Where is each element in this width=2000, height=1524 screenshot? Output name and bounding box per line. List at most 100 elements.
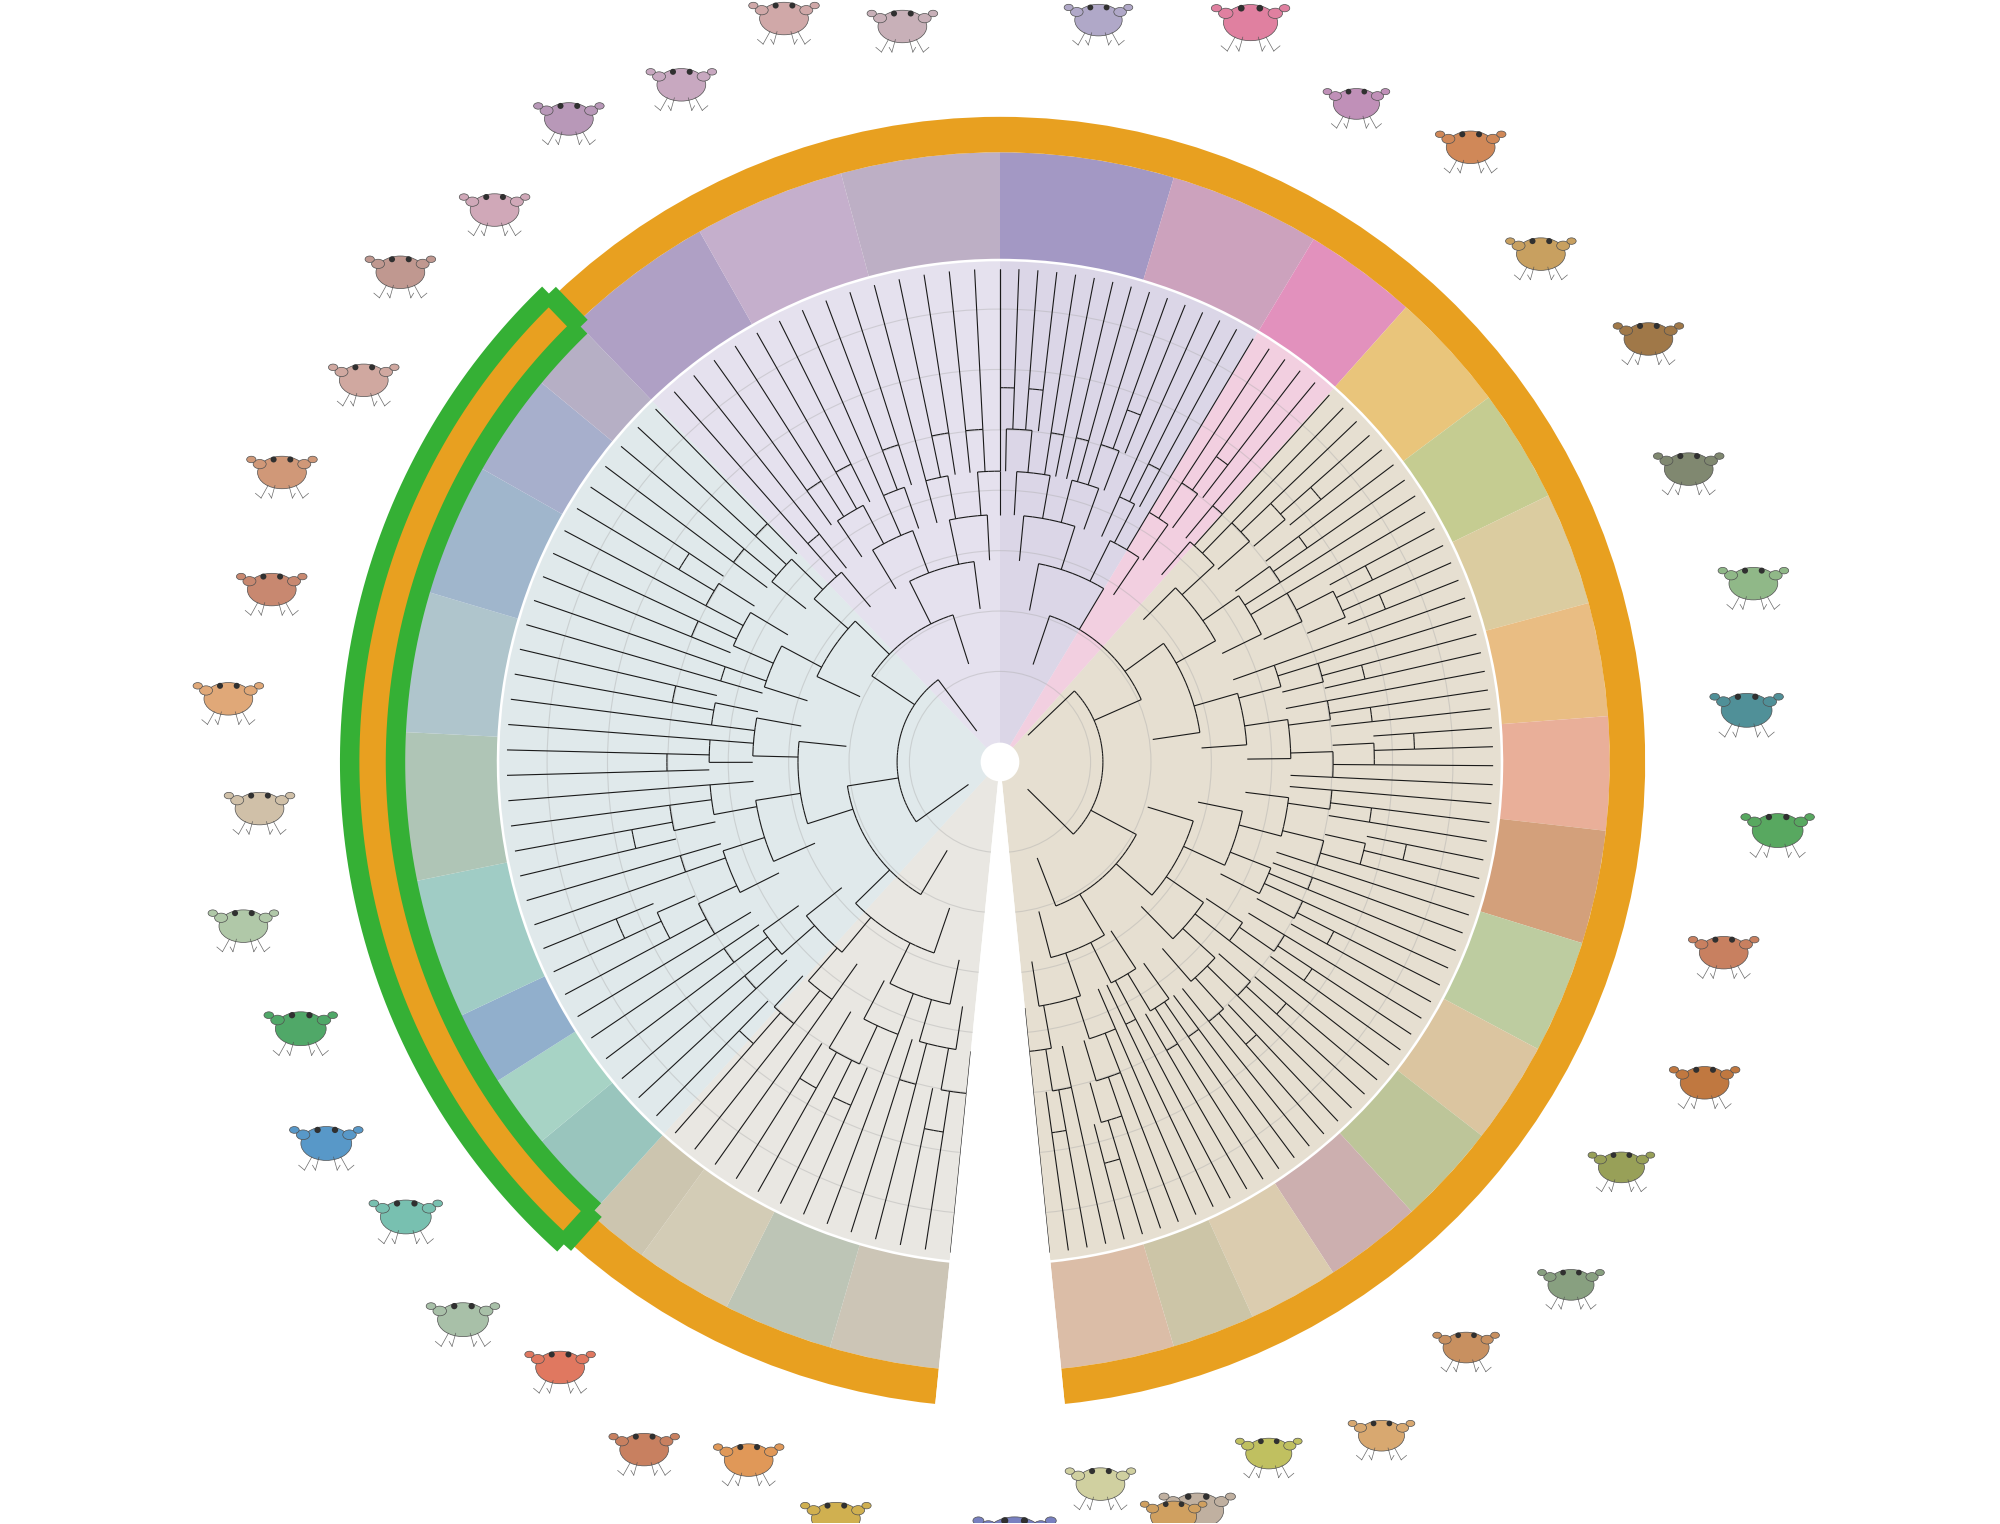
Ellipse shape xyxy=(1334,88,1380,119)
Ellipse shape xyxy=(720,1448,732,1457)
Ellipse shape xyxy=(254,459,266,469)
Circle shape xyxy=(548,1352,554,1358)
Ellipse shape xyxy=(540,107,554,116)
Ellipse shape xyxy=(1490,1332,1500,1338)
Wedge shape xyxy=(830,1245,950,1369)
Ellipse shape xyxy=(1660,456,1672,465)
Ellipse shape xyxy=(300,1126,352,1160)
Circle shape xyxy=(1560,1269,1566,1276)
Circle shape xyxy=(1712,937,1718,943)
Wedge shape xyxy=(416,462,562,619)
Ellipse shape xyxy=(1694,940,1708,949)
Ellipse shape xyxy=(670,1434,680,1440)
Ellipse shape xyxy=(354,1126,364,1134)
Ellipse shape xyxy=(1586,1273,1598,1282)
Wedge shape xyxy=(664,776,998,1260)
Ellipse shape xyxy=(1218,8,1232,18)
Ellipse shape xyxy=(878,11,926,43)
Circle shape xyxy=(1090,1468,1096,1474)
Circle shape xyxy=(1104,5,1110,11)
Ellipse shape xyxy=(1354,1423,1366,1433)
Circle shape xyxy=(484,194,490,200)
Wedge shape xyxy=(652,261,1000,748)
Circle shape xyxy=(1752,693,1758,700)
Circle shape xyxy=(1694,1067,1700,1073)
Wedge shape xyxy=(1010,332,1334,748)
Ellipse shape xyxy=(544,102,594,136)
Ellipse shape xyxy=(1046,1516,1056,1524)
Circle shape xyxy=(1638,323,1644,329)
Ellipse shape xyxy=(1150,1501,1196,1524)
Ellipse shape xyxy=(800,1503,810,1509)
Circle shape xyxy=(1626,1152,1632,1158)
Wedge shape xyxy=(1000,117,1646,1404)
Ellipse shape xyxy=(724,1443,774,1477)
Ellipse shape xyxy=(366,256,374,262)
Ellipse shape xyxy=(480,1306,492,1315)
Ellipse shape xyxy=(868,11,876,17)
Circle shape xyxy=(332,1126,338,1132)
Ellipse shape xyxy=(1594,1155,1606,1164)
Wedge shape xyxy=(1000,261,1258,745)
Circle shape xyxy=(314,1126,320,1132)
Circle shape xyxy=(1204,1494,1210,1500)
Circle shape xyxy=(1178,1501,1184,1507)
Ellipse shape xyxy=(1284,1442,1296,1449)
Ellipse shape xyxy=(264,1012,274,1018)
Ellipse shape xyxy=(432,1306,446,1315)
Ellipse shape xyxy=(1676,1070,1688,1079)
Ellipse shape xyxy=(1406,1420,1414,1426)
Ellipse shape xyxy=(258,456,306,489)
Ellipse shape xyxy=(1548,1269,1594,1300)
Circle shape xyxy=(892,11,898,17)
Ellipse shape xyxy=(810,2,820,9)
Circle shape xyxy=(1766,814,1772,820)
Ellipse shape xyxy=(812,1503,860,1524)
Circle shape xyxy=(1654,323,1660,329)
Ellipse shape xyxy=(862,1503,872,1509)
Ellipse shape xyxy=(1114,8,1126,17)
Ellipse shape xyxy=(1236,1439,1244,1445)
Ellipse shape xyxy=(298,459,310,469)
Ellipse shape xyxy=(1700,936,1748,969)
Circle shape xyxy=(1238,5,1244,12)
Ellipse shape xyxy=(510,197,524,206)
Circle shape xyxy=(1476,131,1482,137)
Ellipse shape xyxy=(254,683,264,689)
Wedge shape xyxy=(530,323,650,442)
Circle shape xyxy=(264,792,270,799)
Ellipse shape xyxy=(1722,693,1772,727)
Wedge shape xyxy=(1340,1070,1482,1212)
Wedge shape xyxy=(392,588,518,736)
Ellipse shape xyxy=(290,1126,300,1134)
Wedge shape xyxy=(1404,398,1548,543)
Ellipse shape xyxy=(1438,1335,1452,1344)
Ellipse shape xyxy=(1074,5,1122,37)
Ellipse shape xyxy=(390,364,400,370)
Wedge shape xyxy=(1144,1221,1252,1346)
Ellipse shape xyxy=(800,6,812,15)
Ellipse shape xyxy=(532,1355,544,1364)
Circle shape xyxy=(234,683,240,689)
Circle shape xyxy=(412,1201,418,1207)
Ellipse shape xyxy=(980,1521,996,1524)
Ellipse shape xyxy=(1166,1497,1180,1507)
Circle shape xyxy=(1546,238,1552,244)
Ellipse shape xyxy=(342,1129,356,1140)
Ellipse shape xyxy=(1348,1420,1356,1426)
Ellipse shape xyxy=(1794,817,1808,826)
Wedge shape xyxy=(470,373,612,514)
Ellipse shape xyxy=(1624,323,1672,355)
Wedge shape xyxy=(1258,239,1406,387)
Circle shape xyxy=(1734,693,1742,700)
Ellipse shape xyxy=(376,1204,390,1213)
Ellipse shape xyxy=(1072,1471,1084,1480)
Wedge shape xyxy=(1208,1184,1334,1317)
Wedge shape xyxy=(530,1082,662,1215)
Ellipse shape xyxy=(1752,814,1804,847)
Circle shape xyxy=(842,1503,848,1509)
Ellipse shape xyxy=(230,796,244,805)
Ellipse shape xyxy=(1444,1332,1490,1362)
Circle shape xyxy=(670,69,676,75)
Ellipse shape xyxy=(1486,134,1500,143)
